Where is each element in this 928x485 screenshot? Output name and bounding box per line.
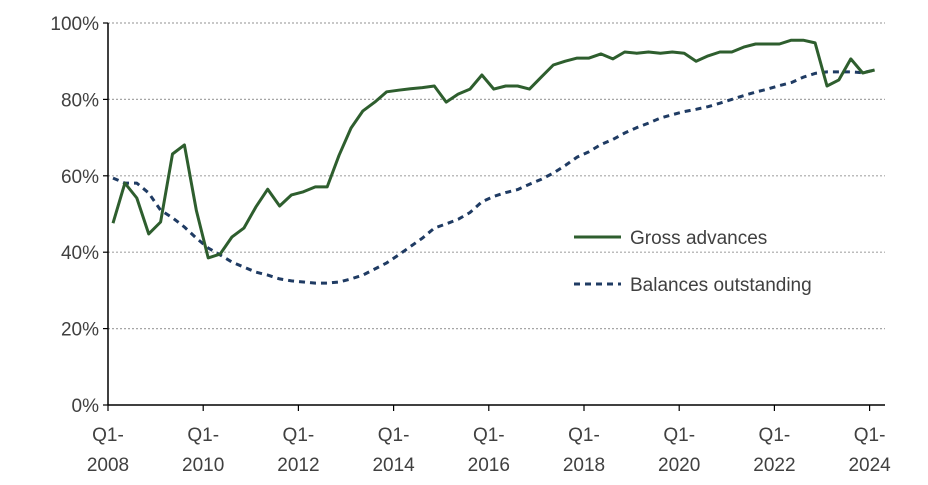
x-tick-label-year: 2008: [87, 455, 129, 476]
x-tick-label-quarter: Q1-: [187, 425, 219, 446]
y-tick-label: 40%: [61, 243, 99, 264]
y-tick-label: 80%: [61, 90, 99, 111]
y-tick-label: 100%: [50, 14, 99, 35]
x-tick-label-year: 2010: [182, 455, 224, 476]
x-tick-label-quarter: Q1-: [92, 425, 124, 446]
series-line-balances-outstanding: [113, 70, 875, 283]
data-points-balances-outstanding: [113, 70, 875, 283]
x-tick-label-year: 2016: [468, 455, 510, 476]
series-line-gross-advances: [113, 40, 875, 258]
x-tick-label-quarter: Q1-: [378, 425, 410, 446]
x-tick-label-year: 2024: [848, 455, 891, 476]
x-tick-label-quarter: Q1-: [283, 425, 315, 446]
x-tick-label-quarter: Q1-: [759, 425, 791, 446]
legend: Gross advances Balances outstanding: [574, 228, 812, 296]
x-tick-label-quarter: Q1-: [568, 425, 600, 446]
x-tick-label-year: 2012: [277, 455, 319, 476]
x-tick-label-year: 2014: [372, 455, 415, 476]
x-tick-label-quarter: Q1-: [473, 425, 505, 446]
y-tick-label: 20%: [61, 320, 99, 341]
x-tick-label-quarter: Q1-: [663, 425, 695, 446]
y-tick-label: 0%: [72, 396, 100, 417]
data-points-gross-advances: [113, 40, 875, 258]
x-tick-label-year: 2022: [753, 455, 795, 476]
legend-label-balances-outstanding: Balances outstanding: [630, 275, 812, 296]
y-tick-label: 60%: [61, 167, 99, 188]
x-tick-label-year: 2020: [658, 455, 700, 476]
x-tick-label-quarter: Q1-: [854, 425, 886, 446]
x-tick-label-year: 2018: [563, 455, 605, 476]
legend-label-gross-advances: Gross advances: [630, 228, 767, 249]
x-axis-ticks: Q1- 2008 Q1- 2010 Q1- 2012 Q1- 2014 Q1- 2016 Q1- 20…: [87, 405, 891, 476]
y-axis-ticks: 0% 20% 40% 60% 80% 100%: [50, 14, 108, 417]
